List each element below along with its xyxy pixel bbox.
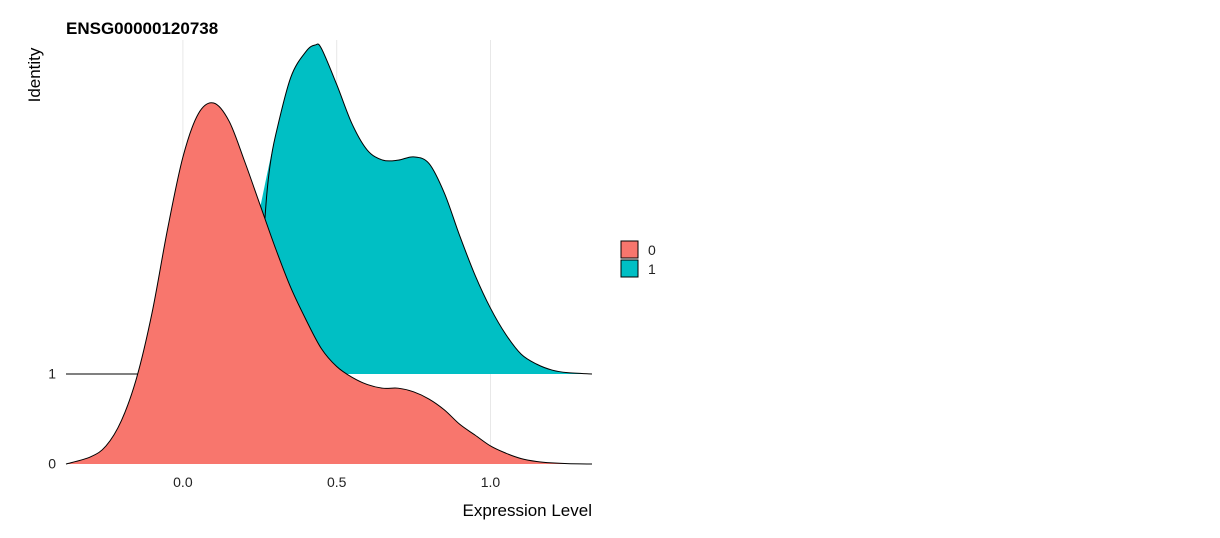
ridge-fill-1: [259, 43, 592, 374]
legend-label-1: 1: [648, 261, 656, 277]
x-tick-label: 1.0: [481, 474, 501, 490]
ridge-fill-0: [66, 102, 592, 464]
legend-swatch-1: [620, 259, 639, 278]
ridge-1: [66, 43, 593, 375]
x-axis-title: Expression Level: [463, 501, 592, 520]
x-tick-label: 0.0: [173, 474, 193, 490]
legend-swatch-0: [620, 240, 639, 259]
ridge-0: [65, 102, 593, 465]
chart-title: ENSG00000120738: [66, 19, 218, 38]
density-ridges: [65, 43, 593, 465]
x-axis-ticks: 0.0 0.5 1.0: [173, 474, 500, 490]
legend-label-0: 0: [648, 242, 656, 258]
y-axis-ticks: 01: [48, 366, 56, 472]
y-tick-label: 1: [48, 366, 56, 382]
legend: 01: [620, 240, 656, 278]
ridge-outline-0: [65, 102, 593, 465]
x-tick-label: 0.5: [327, 474, 347, 490]
y-tick-label: 0: [48, 456, 56, 472]
ridge-outline-1: [66, 43, 593, 375]
y-axis-title: Identity: [25, 47, 44, 102]
